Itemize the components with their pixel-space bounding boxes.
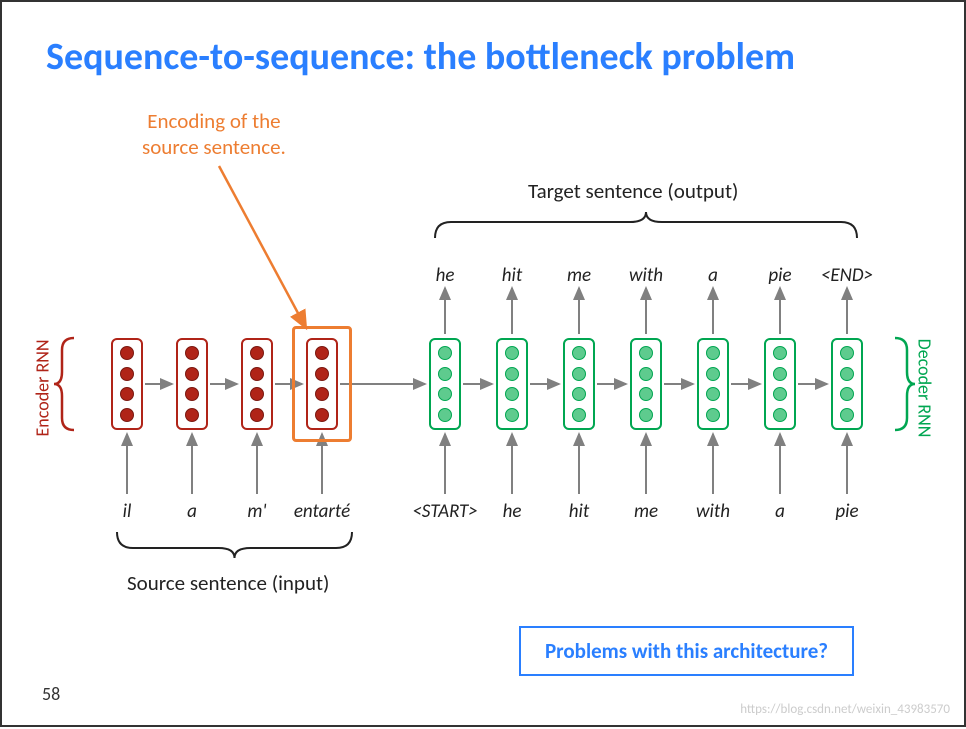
hidden-unit-dot	[185, 408, 199, 422]
hidden-unit-dot	[639, 387, 653, 401]
hidden-unit-dot	[572, 346, 586, 360]
decoder-input-word: me	[634, 500, 658, 523]
encoder-input-word: entarté	[294, 500, 350, 523]
hidden-unit-dot	[773, 346, 787, 360]
hidden-unit-dot	[250, 408, 264, 422]
decoder-input-word: with	[696, 500, 730, 523]
hidden-unit-dot	[185, 387, 199, 401]
hidden-unit-dot	[840, 346, 854, 360]
decoder-input-word: pie	[835, 500, 858, 523]
hidden-unit-dot	[706, 408, 720, 422]
decoder-output-word: hit	[502, 264, 523, 287]
hidden-unit-dot	[773, 367, 787, 381]
decoder-cell	[831, 338, 863, 430]
hidden-unit-dot	[438, 387, 452, 401]
page-number: 58	[42, 683, 60, 705]
hidden-unit-dot	[505, 346, 519, 360]
hidden-unit-dot	[120, 408, 134, 422]
hidden-unit-dot	[120, 367, 134, 381]
hidden-unit-dot	[706, 367, 720, 381]
encoder-cell	[111, 338, 143, 430]
hidden-unit-dot	[572, 408, 586, 422]
hidden-unit-dot	[572, 367, 586, 381]
hidden-unit-dot	[505, 367, 519, 381]
decoder-cell	[630, 338, 662, 430]
hidden-unit-dot	[250, 346, 264, 360]
hidden-unit-dot	[706, 387, 720, 401]
hidden-unit-dot	[438, 408, 452, 422]
decoder-output-word: with	[629, 264, 663, 287]
watermark: https://blog.csdn.net/weixin_43983570	[740, 702, 950, 717]
hidden-unit-dot	[505, 408, 519, 422]
hidden-unit-dot	[773, 408, 787, 422]
decoder-input-word: he	[503, 500, 522, 523]
decoder-cell	[697, 338, 729, 430]
question-box: Problems with this architecture?	[519, 626, 854, 676]
encoder-cell	[241, 338, 273, 430]
seq2seq-diagram: il a m' entarté <START> he he hit hit me me with wit…	[2, 2, 964, 725]
decoder-cell	[429, 338, 461, 430]
decoder-cell	[496, 338, 528, 430]
encoder-rnn-label: Encoder RNN	[31, 340, 53, 437]
hidden-unit-dot	[185, 367, 199, 381]
hidden-unit-dot	[505, 387, 519, 401]
hidden-unit-dot	[250, 387, 264, 401]
hidden-unit-dot	[438, 346, 452, 360]
hidden-unit-dot	[572, 387, 586, 401]
target-label: Target sentence (output)	[528, 178, 738, 204]
encoder-input-word: m'	[247, 500, 266, 523]
decoder-output-word: <END>	[821, 264, 873, 287]
decoder-output-word: pie	[768, 264, 791, 287]
bottleneck-highlight	[292, 326, 352, 442]
hidden-unit-dot	[773, 387, 787, 401]
decoder-output-word: a	[708, 264, 718, 287]
hidden-unit-dot	[840, 387, 854, 401]
hidden-unit-dot	[120, 346, 134, 360]
decoder-output-word: me	[567, 264, 591, 287]
decoder-rnn-label: Decoder RNN	[914, 339, 936, 438]
decoder-input-word: <START>	[412, 500, 477, 523]
encoder-input-word: a	[187, 500, 197, 523]
decoder-cell	[563, 338, 595, 430]
decoder-input-word: hit	[569, 500, 590, 523]
hidden-unit-dot	[639, 408, 653, 422]
hidden-unit-dot	[250, 367, 264, 381]
hidden-unit-dot	[706, 346, 720, 360]
encoder-input-word: il	[123, 500, 132, 523]
hidden-unit-dot	[185, 346, 199, 360]
hidden-unit-dot	[639, 346, 653, 360]
encoder-cell	[176, 338, 208, 430]
source-label: Source sentence (input)	[127, 570, 329, 596]
decoder-input-word: a	[775, 500, 785, 523]
hidden-unit-dot	[840, 408, 854, 422]
hidden-unit-dot	[438, 367, 452, 381]
hidden-unit-dot	[840, 367, 854, 381]
decoder-cell	[764, 338, 796, 430]
hidden-unit-dot	[120, 387, 134, 401]
hidden-unit-dot	[639, 367, 653, 381]
decoder-output-word: he	[436, 264, 455, 287]
